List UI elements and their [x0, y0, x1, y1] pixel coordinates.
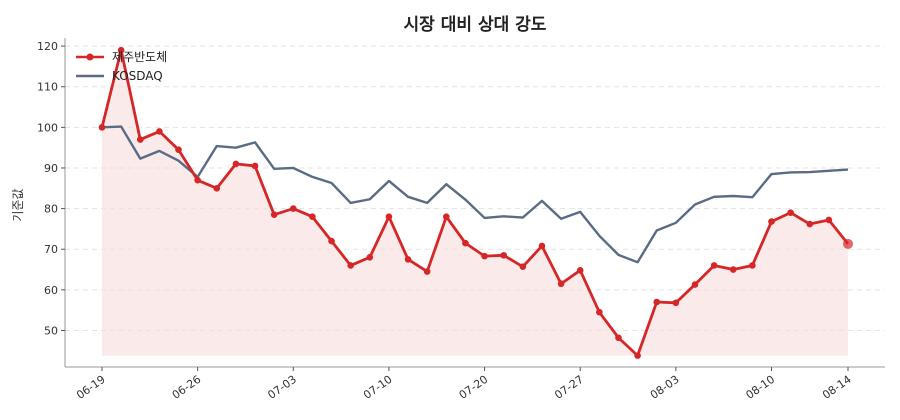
y-tick-label-80: 80 [44, 203, 58, 216]
stock-point-29 [653, 298, 661, 306]
legend-label-stock: 제주반도체 [112, 50, 167, 64]
stock-point-3 [156, 128, 163, 135]
x-tick-label-1: 06-26 [170, 373, 204, 402]
stock-point-20 [481, 252, 488, 260]
stock-point-28 [634, 352, 641, 359]
y-tick-label-110: 110 [37, 81, 58, 94]
stock-point-6 [213, 184, 221, 192]
stock-point-38 [825, 216, 833, 224]
stock-point-34 [749, 262, 756, 269]
stock-point-21 [500, 252, 507, 259]
stock-point-26 [596, 308, 603, 316]
stock-point-32 [710, 262, 718, 269]
stock-point-10 [289, 205, 297, 212]
stock-point-36 [787, 209, 794, 216]
stock-point-24 [557, 280, 565, 288]
stock-point-1 [117, 46, 125, 54]
y-tick-label-70: 70 [44, 243, 58, 256]
stock-point-33 [729, 266, 737, 273]
stock-point-7 [232, 160, 240, 168]
x-tick-label-5: 07-27 [552, 373, 586, 402]
series-line-kosdaq [101, 125, 849, 264]
stock-point-8 [251, 162, 259, 170]
y-tick-label-120: 120 [37, 40, 58, 53]
stock-point-13 [347, 262, 354, 269]
legend-marker-stock [86, 53, 94, 61]
x-tick-label-4: 07-20 [457, 373, 491, 402]
legend-label-index: KOSDAQ [112, 69, 163, 83]
stock-point-37 [806, 220, 814, 228]
y-tick-label-50: 50 [44, 324, 58, 337]
series-lines [100, 48, 850, 358]
x-tick-label-2: 07-03 [265, 373, 299, 402]
stock-point-0 [98, 124, 106, 131]
stock-point-30 [672, 299, 680, 307]
stock-point-25 [576, 267, 584, 274]
stock-point-22 [519, 263, 527, 270]
stock-point-27 [615, 334, 622, 342]
fill-layer [102, 50, 848, 356]
series-line-stock [100, 48, 850, 358]
x-tick-label-7: 08-10 [744, 373, 778, 402]
stock-point-18 [443, 213, 450, 221]
stock-point-14 [366, 254, 374, 261]
stock-area-fill [102, 50, 848, 356]
stock-point-2 [136, 136, 144, 143]
series-points [98, 46, 853, 359]
stock-point-23 [538, 242, 546, 250]
stock-point-31 [691, 281, 699, 288]
stock-point-16 [404, 256, 412, 263]
x-tick-label-8: 08-14 [820, 373, 854, 402]
stock-point-15 [385, 213, 393, 221]
axes [64, 38, 885, 368]
x-tick-label-3: 07-10 [361, 373, 395, 402]
x-ticks: 06-19 06-26 07-03 07-10 07-20 07-27 08-03 08-10… [74, 367, 854, 402]
y-axis-label: 기준값 [11, 188, 25, 221]
x-tick-label-6: 08-03 [648, 373, 682, 402]
legend: 제주반도체 KOSDAQ [76, 50, 167, 83]
stock-point-4 [175, 146, 182, 153]
stock-point-9 [270, 211, 278, 218]
chart-title: 시장 대비 상대 강도 [404, 15, 547, 35]
stock-point-35 [768, 218, 775, 225]
stock-point-19 [462, 239, 469, 247]
y-tick-label-90: 90 [44, 162, 58, 175]
x-tick-label-0: 06-19 [74, 373, 108, 402]
y-tick-label-100: 100 [37, 121, 58, 134]
stock-point-11 [309, 213, 316, 221]
stock-point-17 [423, 268, 431, 275]
stock-point-12 [328, 237, 335, 245]
y-tick-label-60: 60 [44, 284, 58, 297]
stock-point-39 [843, 238, 853, 249]
stock-point-5 [194, 176, 201, 184]
y-ticks: 50 60 70 80 90 100 110 120 [37, 40, 65, 337]
